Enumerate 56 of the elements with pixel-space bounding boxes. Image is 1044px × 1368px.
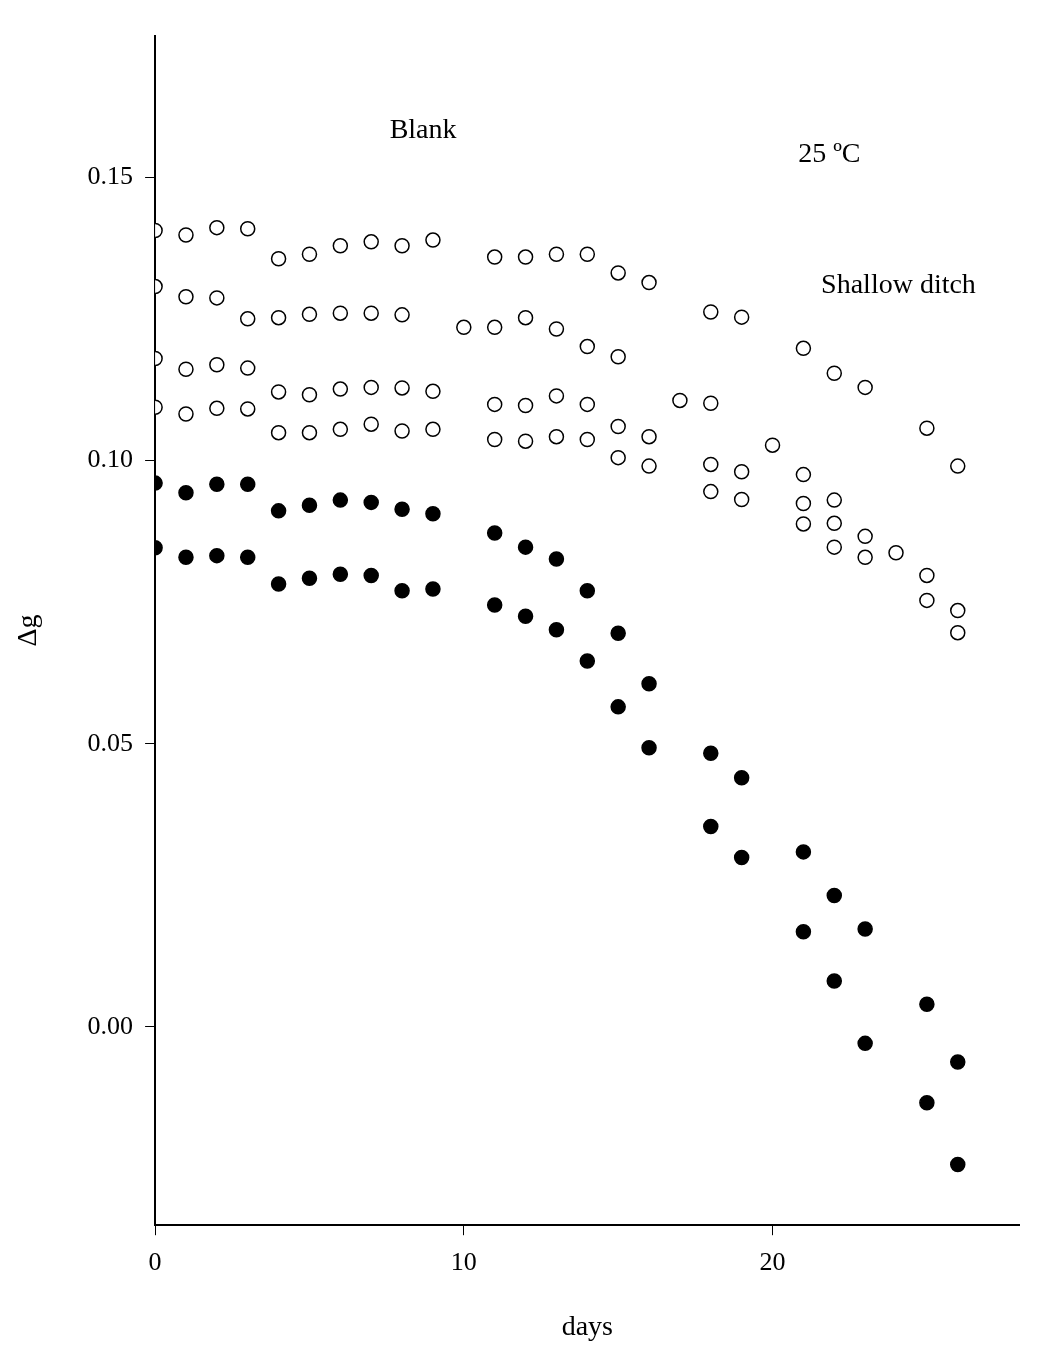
annotation: Blank: [389, 113, 457, 145]
point: [270, 576, 287, 592]
point: [579, 653, 596, 669]
y-tick-label: 0.15: [87, 161, 134, 191]
point: [857, 921, 873, 937]
point: [239, 549, 256, 566]
point: [548, 551, 565, 567]
point: [486, 525, 503, 541]
x-tick-label: 20: [759, 1246, 786, 1276]
point: [795, 844, 812, 860]
point: [332, 566, 349, 583]
point: [486, 597, 503, 613]
point: [826, 887, 843, 904]
point: [363, 567, 379, 584]
y-tick-label: 0.00: [87, 1010, 134, 1040]
point: [579, 583, 596, 599]
point: [857, 1035, 873, 1052]
point: [425, 581, 441, 597]
point: [517, 608, 534, 624]
point: [950, 1156, 966, 1173]
point: [826, 973, 843, 989]
point: [610, 625, 626, 641]
point: [950, 1054, 966, 1070]
point: [394, 501, 410, 517]
point: [795, 924, 812, 940]
point: [733, 769, 750, 786]
point: [733, 849, 750, 866]
y-tick-label: 0.05: [87, 727, 134, 757]
point: [703, 745, 719, 762]
y-axis-title: Δg: [11, 614, 43, 647]
point: [209, 476, 225, 492]
annotation: Shallow ditch: [821, 267, 976, 299]
x-tick-label: 0: [148, 1246, 162, 1276]
point: [919, 1095, 935, 1111]
point: [301, 570, 318, 587]
point: [394, 583, 410, 599]
point: [209, 547, 225, 564]
point: [301, 497, 318, 513]
point: [703, 818, 719, 835]
point: [517, 539, 534, 555]
point: [239, 476, 256, 492]
annotation: 25 ºC: [798, 136, 861, 168]
x-axis-title: days: [561, 1309, 613, 1341]
point: [641, 739, 657, 756]
point: [332, 492, 349, 508]
y-tick-label: 0.10: [87, 444, 134, 474]
x-tick-label: 10: [450, 1246, 477, 1276]
point: [270, 503, 287, 519]
point: [178, 485, 194, 501]
point: [548, 622, 565, 638]
point: [363, 494, 379, 511]
point: [919, 996, 935, 1013]
point: [425, 505, 441, 522]
point: [610, 699, 626, 715]
point: [641, 675, 657, 692]
point: [178, 549, 194, 566]
